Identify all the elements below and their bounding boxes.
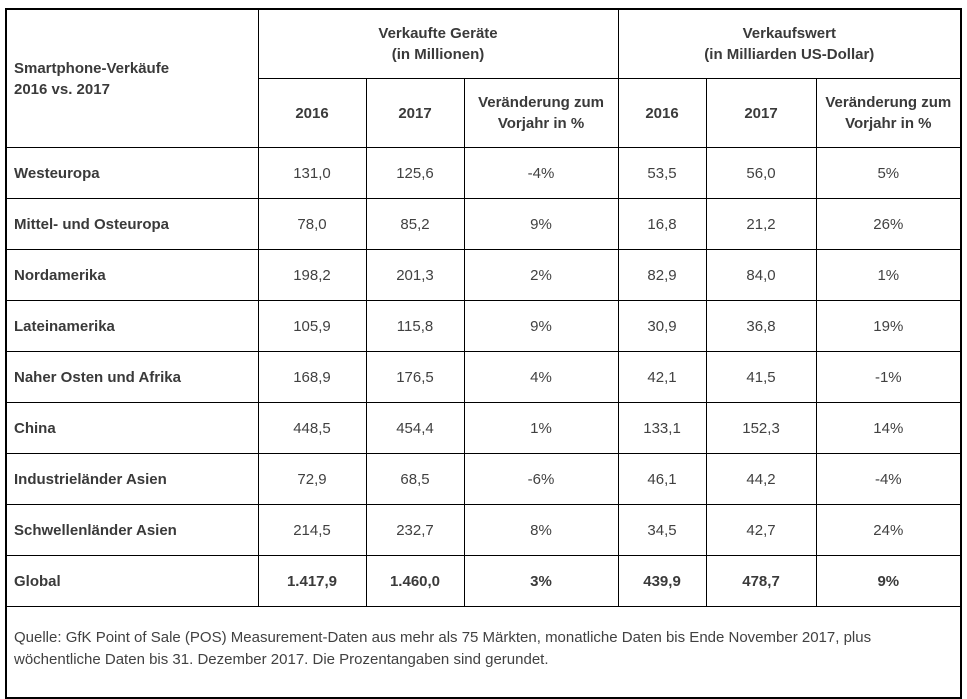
cell-value: 439,9: [617, 555, 707, 607]
cell-value: 454,4: [365, 402, 465, 454]
row-label: Naher Osten und Afrika: [5, 351, 259, 403]
table-title-line2: 2016 vs. 2017: [14, 80, 110, 98]
row-label: China: [5, 402, 259, 454]
header-sub-row: 2016 2017 Veränderung zum Vorjahr in % 2…: [6, 78, 962, 148]
table-row: Mittel- und Osteuropa 78,0 85,2 9% 16,8 21,2 2…: [5, 198, 962, 250]
cell-value: 44,2: [705, 453, 817, 505]
row-label: Nordamerika: [5, 249, 259, 301]
cell-value: 78,0: [257, 198, 367, 250]
cell-value: 115,8: [365, 300, 465, 352]
cell-value: 82,9: [617, 249, 707, 301]
row-label: Mittel- und Osteuropa: [5, 198, 259, 250]
cell-value: 125,6: [365, 147, 465, 199]
col-header-units-2017: 2017: [365, 78, 465, 148]
table-row: Naher Osten und Afrika 168,9 176,5 4% 42,1 41…: [5, 351, 962, 403]
col-header-value-change: Veränderung zum Vorjahr in %: [815, 78, 962, 148]
cell-value: 176,5: [365, 351, 465, 403]
cell-value: -4%: [815, 453, 962, 505]
table-row: Nordamerika 198,2 201,3 2% 82,9 84,0 1%: [5, 249, 962, 301]
header-group-row: Smartphone-Verkäufe 2016 vs. 2017 Verkau…: [5, 8, 962, 148]
table-row: Schwellenländer Asien 214,5 232,7 8% 34,5 42,…: [5, 504, 962, 556]
cell-value: 478,7: [705, 555, 817, 607]
cell-value: 68,5: [365, 453, 465, 505]
cell-value: 1%: [463, 402, 619, 454]
cell-value: 1%: [815, 249, 962, 301]
cell-value: 5%: [815, 147, 962, 199]
cell-value: 46,1: [617, 453, 707, 505]
col-header-units-2016: 2016: [257, 78, 367, 148]
cell-value: 9%: [463, 198, 619, 250]
source-row: Quelle: GfK Point of Sale (POS) Measurem…: [5, 606, 962, 699]
source-note: Quelle: GfK Point of Sale (POS) Measurem…: [5, 606, 962, 699]
cell-value: 198,2: [257, 249, 367, 301]
header-group-value: Verkaufswert (in Milliarden US-Dollar): [617, 8, 962, 79]
table-body: Westeuropa 131,0 125,6 -4% 53,5 56,0 5% Mittel-…: [5, 147, 962, 607]
smartphone-sales-table: Smartphone-Verkäufe 2016 vs. 2017 Verkau…: [5, 8, 963, 699]
table-row: Lateinamerika 105,9 115,8 9% 30,9 36,8 19%: [5, 300, 962, 352]
table-row-total: Global 1.417,9 1.460,0 3% 439,9 478,7 9%: [5, 555, 962, 607]
cell-value: 85,2: [365, 198, 465, 250]
cell-value: -1%: [815, 351, 962, 403]
cell-value: 105,9: [257, 300, 367, 352]
cell-value: 152,3: [705, 402, 817, 454]
cell-value: 201,3: [365, 249, 465, 301]
table-title-line1: Smartphone-Verkäufe: [14, 59, 170, 77]
cell-value: 24%: [815, 504, 962, 556]
cell-value: 8%: [463, 504, 619, 556]
cell-value: 56,0: [705, 147, 817, 199]
cell-value: 21,2: [705, 198, 817, 250]
table-row: Westeuropa 131,0 125,6 -4% 53,5 56,0 5%: [5, 147, 962, 199]
cell-value: 41,5: [705, 351, 817, 403]
cell-value: 16,8: [617, 198, 707, 250]
cell-value: 34,5: [617, 504, 707, 556]
col-header-units-change: Veränderung zum Vorjahr in %: [463, 78, 619, 148]
cell-value: 9%: [463, 300, 619, 352]
col-header-value-2017: 2017: [705, 78, 817, 148]
cell-value: 30,9: [617, 300, 707, 352]
row-label: Industrieländer Asien: [5, 453, 259, 505]
cell-value: 133,1: [617, 402, 707, 454]
cell-value: 72,9: [257, 453, 367, 505]
col-header-value-2016: 2016: [617, 78, 707, 148]
row-label: Westeuropa: [5, 147, 259, 199]
cell-value: 84,0: [705, 249, 817, 301]
cell-value: -6%: [463, 453, 619, 505]
row-label: Global: [5, 555, 259, 607]
row-label: Lateinamerika: [5, 300, 259, 352]
cell-value: 42,7: [705, 504, 817, 556]
cell-value: 3%: [463, 555, 619, 607]
cell-value: 36,8: [705, 300, 817, 352]
cell-value: 9%: [815, 555, 962, 607]
cell-value: 42,1: [617, 351, 707, 403]
row-label: Schwellenländer Asien: [5, 504, 259, 556]
table-row: China 448,5 454,4 1% 133,1 152,3 14%: [5, 402, 962, 454]
cell-value: 53,5: [617, 147, 707, 199]
cell-value: 214,5: [257, 504, 367, 556]
cell-value: 4%: [463, 351, 619, 403]
cell-value: 168,9: [257, 351, 367, 403]
cell-value: 2%: [463, 249, 619, 301]
table-title-cell: Smartphone-Verkäufe 2016 vs. 2017: [5, 8, 259, 148]
header-group-units: Verkaufte Geräte (in Millionen): [257, 8, 619, 79]
cell-value: 1.460,0: [365, 555, 465, 607]
cell-value: 26%: [815, 198, 962, 250]
cell-value: 131,0: [257, 147, 367, 199]
cell-value: 1.417,9: [257, 555, 367, 607]
table-row: Industrieländer Asien 72,9 68,5 -6% 46,1 44,2…: [5, 453, 962, 505]
cell-value: 19%: [815, 300, 962, 352]
cell-value: 14%: [815, 402, 962, 454]
cell-value: 232,7: [365, 504, 465, 556]
cell-value: -4%: [463, 147, 619, 199]
cell-value: 448,5: [257, 402, 367, 454]
